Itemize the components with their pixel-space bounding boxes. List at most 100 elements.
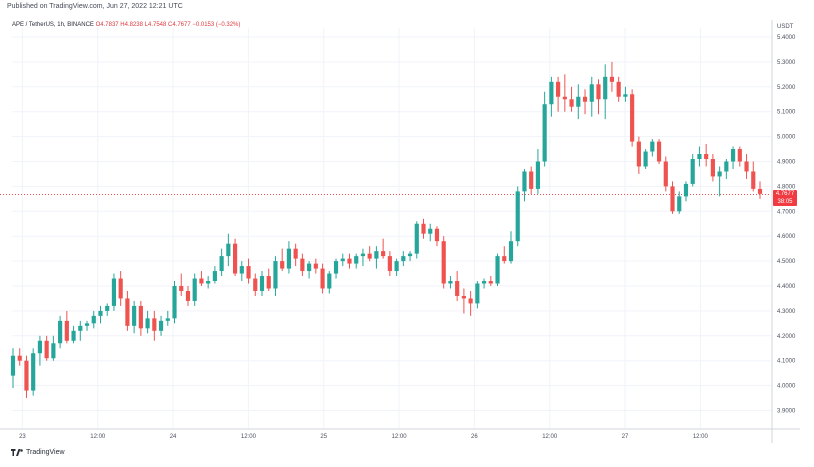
candle-body [751, 171, 756, 189]
candle-body [387, 256, 392, 272]
y-axis-unit-label: USDT [777, 24, 794, 30]
candle-body [401, 256, 406, 262]
candle-body [502, 256, 507, 262]
legend-ohlc: O4.7837 H4.8238 L4.7548 C4.7677 −0.0153 … [95, 22, 241, 28]
candle-body [394, 261, 399, 272]
y-tick-label: 4.0000 [777, 384, 796, 390]
tradingview-brand[interactable]: TradingView [11, 449, 65, 456]
candle-body [51, 343, 56, 359]
candle-body [253, 278, 258, 291]
candle-body [37, 340, 43, 354]
candle-body [10, 355, 16, 376]
candle-body [636, 141, 641, 167]
candle-body [78, 325, 83, 331]
candle-body [313, 263, 318, 269]
y-tick-label: 4.4000 [777, 284, 796, 290]
candle-body [434, 228, 440, 242]
tradingview-logo-icon [11, 449, 23, 456]
candle-body [132, 305, 137, 326]
candle-body [569, 99, 574, 107]
candle-body [576, 96, 581, 107]
candle-body [650, 141, 655, 152]
candle-body [697, 154, 702, 160]
candle-body [656, 141, 662, 162]
brand-label: TradingView [26, 449, 65, 456]
y-tick-label: 5.2000 [777, 85, 796, 91]
candle-body [535, 161, 541, 189]
y-tick-label: 5.0000 [777, 135, 796, 141]
x-tick-label: 12:00 [693, 434, 709, 440]
x-tick-label: 12:00 [392, 434, 408, 440]
candle-body [158, 320, 164, 331]
y-tick-label: 4.3000 [777, 309, 796, 315]
candle-body [596, 84, 601, 100]
candle-body [105, 305, 110, 311]
candle-body [556, 81, 561, 97]
candle-body [333, 261, 339, 274]
candle-body [239, 266, 244, 274]
candle-body [118, 278, 123, 299]
axes-group: 5.4000 5.3000 5.2000 5.1000 5.0000 4.9000 4.80… [0, 20, 800, 443]
candle-body [232, 243, 238, 274]
candle-body [145, 318, 150, 329]
candle-body [226, 243, 231, 257]
candle-body [354, 256, 359, 264]
candle-body [98, 310, 103, 316]
candle-body [414, 223, 419, 254]
candle-body [582, 96, 588, 102]
y-tick-label: 4.8000 [777, 184, 796, 190]
candle-body [542, 104, 547, 162]
candle-body [219, 256, 224, 272]
candle-body [91, 315, 96, 324]
candle-body [468, 298, 473, 304]
y-tick-label: 4.2000 [777, 334, 796, 340]
last-price-value: 4.7677 [775, 191, 795, 197]
candle-body [481, 281, 487, 284]
candle-body [737, 149, 742, 162]
candle-body [690, 159, 695, 184]
y-tick-label: 4.1000 [777, 359, 796, 365]
candle-body [347, 258, 352, 264]
candle-body [529, 171, 534, 189]
candle-body [58, 320, 63, 344]
x-tick-label: 26 [471, 434, 478, 440]
candle-body [730, 149, 736, 162]
candle-body [199, 278, 204, 284]
candle-body [522, 171, 527, 192]
candle-body [179, 286, 184, 291]
candle-body [381, 251, 386, 257]
y-tick-label: 5.3000 [777, 60, 796, 66]
candle-body [448, 281, 453, 284]
candle-body [293, 248, 298, 259]
candle-body [475, 283, 480, 304]
x-tick-label: 23 [19, 434, 26, 440]
candle-body [138, 305, 143, 329]
y-tick-label: 5.4000 [777, 35, 796, 41]
candle-body [549, 81, 554, 105]
candle-body [488, 281, 493, 284]
candle-body [246, 266, 251, 279]
candle-body [757, 188, 763, 194]
candle-body [623, 94, 628, 97]
candle-body [259, 276, 265, 291]
candle-body [212, 271, 217, 282]
x-tick-label: 12:00 [90, 434, 106, 440]
chart-legend: APE / TetherUS, 1h, BINANCE O4.7837 H4.8… [12, 22, 240, 28]
candle-body [428, 228, 433, 234]
candle-body [280, 261, 285, 269]
candle-body [455, 281, 460, 296]
published-caption: Published on TradingView.com, Jun 27, 20… [7, 3, 183, 10]
candle-body [407, 253, 413, 257]
candle-body [603, 76, 608, 100]
candle-body [24, 360, 29, 391]
candle-body [64, 320, 69, 341]
candle-body [630, 94, 635, 142]
candle-body [495, 256, 500, 284]
candle-body [300, 258, 305, 272]
candle-body [206, 281, 211, 284]
candle-body [165, 318, 170, 321]
candle-countdown: 38:05 [777, 199, 793, 205]
candle-body [152, 318, 157, 331]
x-tick-label: 12:00 [542, 434, 558, 440]
